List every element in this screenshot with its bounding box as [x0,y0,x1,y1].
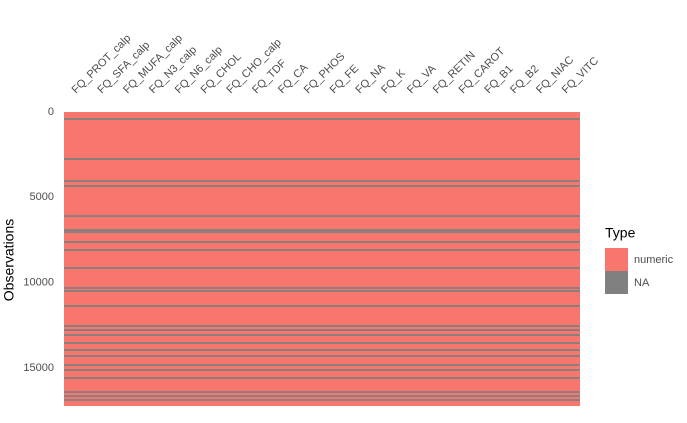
na-row [64,342,580,344]
na-row [64,399,580,401]
na-row [64,180,580,182]
legend-label: numeric [634,254,674,266]
na-row [64,290,580,292]
na-row [64,364,580,366]
na-row [64,215,580,217]
y-tick-label: 0 [48,106,54,118]
na-row [64,329,580,331]
na-row [64,305,580,307]
y-tick-label: 5000 [30,191,54,203]
legend-label: NA [634,277,650,289]
na-row [64,334,580,336]
na-row [64,325,580,327]
na-row [64,229,580,231]
y-axis-label: Observations [1,219,17,301]
na-row [64,241,580,243]
na-row [64,267,580,269]
na-row [64,377,580,379]
numeric-area [64,112,580,406]
legend-title: Type [605,225,636,241]
legend-swatch [605,248,628,271]
na-row [64,185,580,187]
na-row [64,158,580,160]
y-tick-label: 10000 [23,277,54,289]
na-row [64,369,580,371]
na-row [64,395,580,398]
y-tick-label: 15000 [23,362,54,374]
na-row [64,231,580,233]
na-row [64,355,580,357]
na-row [64,118,580,120]
na-row [64,287,580,289]
na-row [64,349,580,351]
na-row [64,391,580,393]
legend-swatch [605,271,628,294]
na-row [64,249,580,251]
